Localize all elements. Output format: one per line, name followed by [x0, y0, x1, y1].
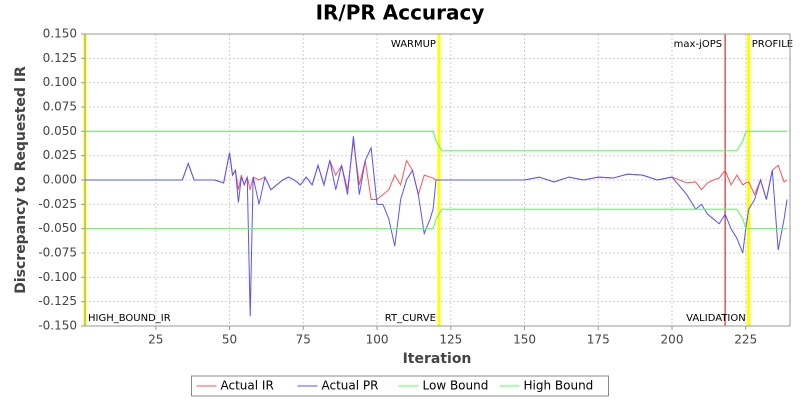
y-tick-label: 0.100: [43, 75, 77, 89]
x-axis-label: Iteration: [403, 351, 472, 367]
y-axis-label: Discrepancy to Requested IR: [13, 66, 29, 294]
x-tick-label: 100: [366, 333, 389, 347]
marker-label: RT_CURVE: [385, 313, 436, 324]
x-tick-label: 225: [734, 333, 757, 347]
marker-label: max-jOPS: [674, 39, 722, 50]
chart-title: IR/PR Accuracy: [316, 1, 485, 25]
y-tick-label: -0.100: [38, 270, 77, 284]
y-tick-label: 0.050: [43, 124, 77, 138]
legend: Actual IR Actual PR Low Bound High Bound: [191, 375, 609, 397]
x-tick-label: 50: [222, 333, 237, 347]
series-line: [85, 208, 788, 230]
legend-label: Actual IR: [221, 379, 274, 393]
series-line: [85, 130, 788, 152]
legend-label: Low Bound: [423, 379, 489, 393]
y-tick-label: -0.025: [38, 197, 77, 211]
x-tick-label: 125: [439, 333, 462, 347]
y-tick-label: 0.025: [43, 148, 77, 162]
x-tick-label: 75: [296, 333, 311, 347]
series: [85, 130, 788, 317]
y-tick-label: -0.050: [38, 221, 77, 235]
marker-label: PROFILE: [752, 39, 793, 50]
y-tick-label: 0.125: [43, 51, 77, 65]
x-tick-label: 175: [587, 333, 610, 347]
series-line: [85, 141, 788, 200]
y-tick-label: 0.075: [43, 100, 77, 114]
y-tick-label: 0.000: [43, 173, 77, 187]
legend-label: Actual PR: [322, 379, 379, 393]
x-tick-label: 150: [513, 333, 536, 347]
marker-label: WARMUP: [391, 39, 436, 50]
y-tick-label: 0.150: [43, 27, 77, 41]
series-line: [85, 136, 788, 317]
x-tick-label: 200: [661, 333, 684, 347]
legend-label: High Bound: [524, 379, 594, 393]
y-tick-label: -0.150: [38, 319, 77, 333]
y-tick-label: -0.125: [38, 294, 77, 308]
x-tick-label: 25: [148, 333, 163, 347]
y-tick-label: -0.075: [38, 246, 77, 260]
marker-label: VALIDATION: [686, 313, 746, 324]
marker-label: HIGH_BOUND_IR: [88, 313, 171, 324]
